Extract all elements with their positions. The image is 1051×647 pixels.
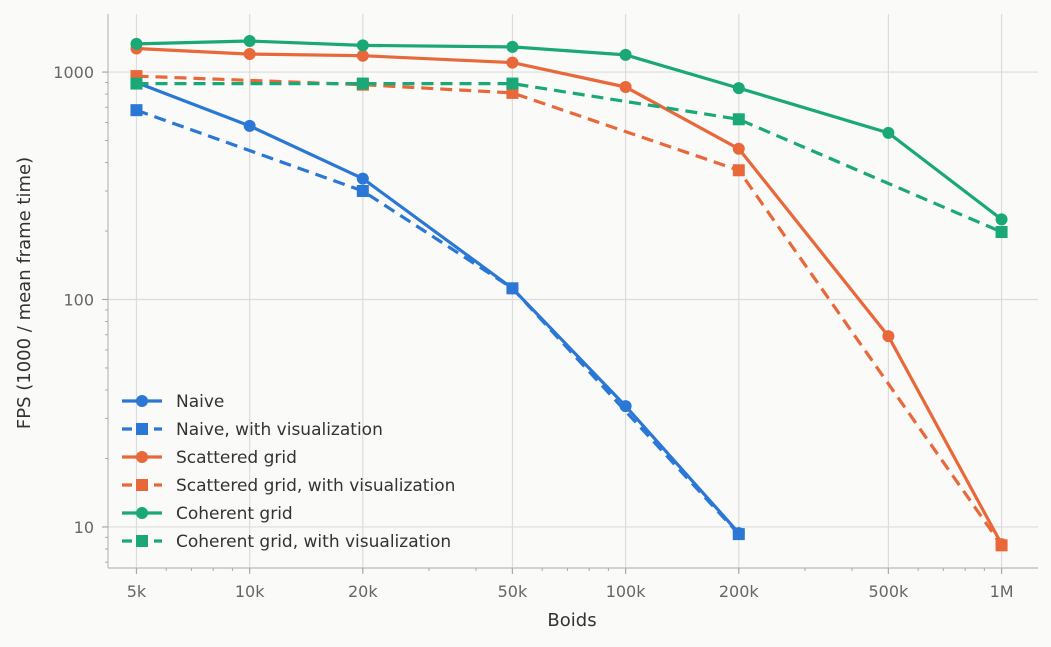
legend-item: Coherent grid, with visualization bbox=[122, 532, 451, 552]
legend: Naive Naive, with visualization Scattered … bbox=[122, 392, 455, 552]
data-point bbox=[619, 400, 632, 413]
x-axis-title: Boids bbox=[547, 610, 596, 631]
data-point bbox=[882, 126, 895, 139]
grid-lines bbox=[108, 14, 1038, 568]
data-point bbox=[732, 113, 745, 126]
data-point bbox=[995, 226, 1008, 239]
data-point bbox=[243, 119, 256, 132]
legend-marker bbox=[136, 507, 148, 519]
legend-label: Naive bbox=[176, 392, 224, 412]
data-point bbox=[619, 80, 632, 93]
x-tick-label: 10k bbox=[235, 582, 265, 601]
legend-item: Naive bbox=[122, 392, 224, 412]
data-point bbox=[732, 82, 745, 95]
data-point bbox=[506, 56, 519, 69]
series-line bbox=[136, 39, 1003, 221]
series-line bbox=[136, 46, 1004, 545]
data-point bbox=[243, 34, 256, 47]
data-point bbox=[995, 539, 1008, 552]
x-tick-label: 1M bbox=[990, 582, 1014, 601]
data-point bbox=[732, 164, 745, 177]
y-tick-label: 1000 bbox=[53, 63, 94, 82]
data-point bbox=[356, 39, 369, 52]
x-tick-label: 100k bbox=[606, 582, 647, 601]
axes: 5k 10k 20k 50k 100k 200k 500k 1M 10 100 1000 bbox=[53, 14, 1038, 601]
x-tick-label: 50k bbox=[498, 582, 528, 601]
series-5 bbox=[130, 77, 1008, 239]
data-point bbox=[356, 77, 369, 90]
legend-label: Coherent grid bbox=[176, 504, 293, 524]
data-point bbox=[130, 37, 143, 50]
legend-marker bbox=[136, 395, 148, 407]
series-line bbox=[135, 108, 740, 536]
legend-label: Coherent grid, with visualization bbox=[176, 532, 451, 552]
data-point bbox=[130, 104, 143, 117]
data-point bbox=[506, 282, 519, 295]
data-point bbox=[995, 213, 1008, 226]
legend-item: Naive, with visualization bbox=[122, 420, 383, 440]
legend-marker bbox=[136, 535, 148, 547]
series-4 bbox=[130, 34, 1008, 226]
data-point bbox=[619, 48, 632, 61]
legend-item: Coherent grid bbox=[122, 504, 293, 524]
data-point bbox=[356, 172, 369, 185]
y-axis-title: FPS (1000 / mean frame time) bbox=[14, 157, 35, 429]
y-tick-label: 10 bbox=[74, 518, 94, 537]
data-point bbox=[882, 330, 895, 343]
x-tick-label: 20k bbox=[348, 582, 378, 601]
x-tick-label: 500k bbox=[868, 582, 909, 601]
series-2 bbox=[130, 42, 1008, 551]
legend-item: Scattered grid, with visualization bbox=[122, 476, 455, 496]
series-line bbox=[136, 74, 1003, 547]
data-point bbox=[506, 77, 519, 90]
data-point bbox=[732, 528, 745, 541]
legend-label: Scattered grid bbox=[176, 448, 297, 468]
data-point bbox=[506, 86, 519, 99]
data-point bbox=[356, 49, 369, 62]
legend-label: Naive, with visualization bbox=[176, 420, 383, 440]
x-tick-label: 5k bbox=[127, 582, 147, 601]
series-1 bbox=[130, 104, 745, 541]
data-point bbox=[506, 40, 519, 53]
legend-marker bbox=[136, 479, 148, 491]
legend-label: Scattered grid, with visualization bbox=[176, 476, 455, 496]
data-point bbox=[243, 48, 256, 61]
data-point bbox=[356, 184, 369, 197]
data-series bbox=[130, 34, 1008, 552]
x-tick-label: 200k bbox=[719, 582, 760, 601]
series-0 bbox=[130, 76, 745, 540]
y-tick-label: 100 bbox=[63, 291, 94, 310]
series-line bbox=[135, 81, 740, 535]
data-point bbox=[732, 142, 745, 155]
data-point bbox=[130, 77, 143, 90]
legend-item: Scattered grid bbox=[122, 448, 297, 468]
legend-marker bbox=[136, 451, 148, 463]
legend-marker bbox=[136, 423, 148, 435]
